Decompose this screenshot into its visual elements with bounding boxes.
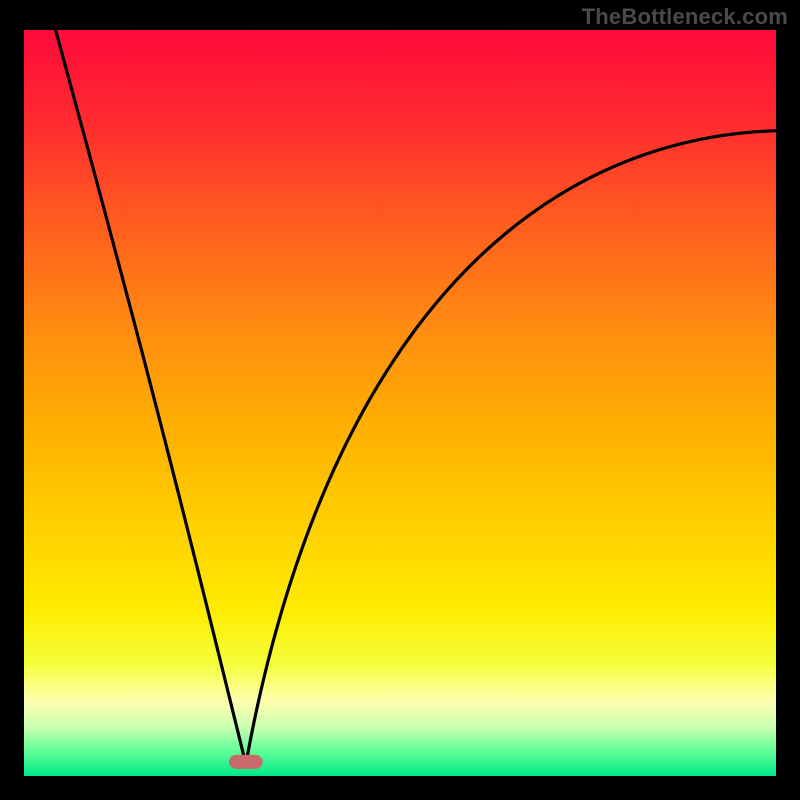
chart-container: TheBottleneck.com bbox=[0, 0, 800, 800]
bottleneck-chart bbox=[0, 0, 800, 800]
watermark-text: TheBottleneck.com bbox=[582, 4, 788, 30]
vertex-marker bbox=[229, 755, 263, 769]
plot-background-gradient bbox=[24, 30, 776, 776]
